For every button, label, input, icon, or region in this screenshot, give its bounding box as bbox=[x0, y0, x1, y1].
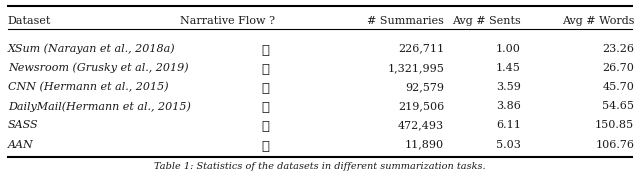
Text: 219,506: 219,506 bbox=[398, 101, 444, 111]
Text: ✓: ✓ bbox=[262, 140, 270, 153]
Text: 26.70: 26.70 bbox=[602, 63, 634, 73]
Text: Dataset: Dataset bbox=[8, 16, 51, 26]
Text: # Summaries: # Summaries bbox=[367, 16, 444, 26]
Text: 92,579: 92,579 bbox=[405, 82, 444, 92]
Text: Avg # Sents: Avg # Sents bbox=[452, 16, 521, 26]
Text: XSum (Narayan et al., 2018a): XSum (Narayan et al., 2018a) bbox=[8, 44, 175, 54]
Text: 106.76: 106.76 bbox=[595, 140, 634, 150]
Text: 226,711: 226,711 bbox=[398, 44, 444, 54]
Text: 3.86: 3.86 bbox=[496, 101, 521, 111]
Text: 1,321,995: 1,321,995 bbox=[387, 63, 444, 73]
Text: ✓: ✓ bbox=[262, 120, 270, 133]
Text: ✗: ✗ bbox=[262, 44, 270, 57]
Text: 150.85: 150.85 bbox=[595, 120, 634, 130]
Text: DailyMail(Hermann et al., 2015): DailyMail(Hermann et al., 2015) bbox=[8, 101, 191, 112]
Text: 23.26: 23.26 bbox=[602, 44, 634, 54]
Text: Avg # Words: Avg # Words bbox=[562, 16, 634, 26]
Text: 11,890: 11,890 bbox=[405, 140, 444, 150]
Text: 1.45: 1.45 bbox=[496, 63, 521, 73]
Text: 3.59: 3.59 bbox=[496, 82, 521, 92]
Text: ✗: ✗ bbox=[262, 82, 270, 95]
Text: SASS: SASS bbox=[8, 120, 38, 130]
Text: Table 1: Statistics of the datasets in different summarization tasks.: Table 1: Statistics of the datasets in d… bbox=[154, 162, 486, 171]
Text: 54.65: 54.65 bbox=[602, 101, 634, 111]
Text: 5.03: 5.03 bbox=[496, 140, 521, 150]
Text: ✗: ✗ bbox=[262, 63, 270, 76]
Text: ✗: ✗ bbox=[262, 101, 270, 114]
Text: 6.11: 6.11 bbox=[496, 120, 521, 130]
Text: CNN (Hermann et al., 2015): CNN (Hermann et al., 2015) bbox=[8, 82, 168, 92]
Text: Narrative Flow ?: Narrative Flow ? bbox=[180, 16, 275, 26]
Text: Newsroom (Grusky et al., 2019): Newsroom (Grusky et al., 2019) bbox=[8, 63, 188, 73]
Text: AAN: AAN bbox=[8, 140, 33, 150]
Text: 472,493: 472,493 bbox=[398, 120, 444, 130]
Text: 1.00: 1.00 bbox=[496, 44, 521, 54]
Text: 45.70: 45.70 bbox=[602, 82, 634, 92]
